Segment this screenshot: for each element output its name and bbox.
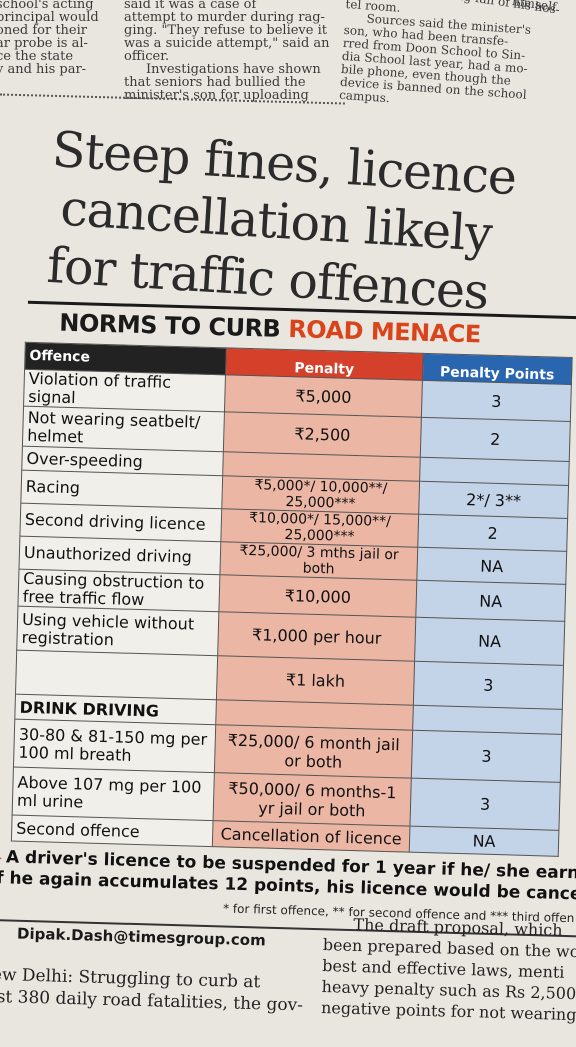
penalty-cell: ₹10,000*/ 15,000**/ 25,000*** [220, 508, 419, 548]
penalty-cell: ₹5,000 [224, 374, 423, 418]
penalty-table: Offence Penalty Penalty Points Violation… [11, 342, 573, 857]
text-line: said it was a case of [124, 0, 257, 12]
offence-cell [15, 650, 218, 700]
byline: Dipak.Dash@timesgroup.com [16, 924, 266, 950]
text-line: minister's son for uploading [124, 88, 309, 103]
norms-title-red: ROAD MENACE [287, 315, 482, 349]
offence-cell: Causing obstruction to free traffic flow [17, 569, 220, 612]
points-cell: 2 [420, 417, 571, 462]
points-cell: 3 [421, 380, 572, 422]
points-cell: 2*/ 3** [418, 481, 569, 519]
column-1: school's acting principal would oned for… [0, 0, 108, 76]
offence-cell: Not wearing seatbelt/ helmet [22, 406, 225, 452]
norms-title-black: NORMS TO CURB [58, 308, 281, 343]
offence-cell: Above 107 mg per 100 ml urine [12, 767, 215, 821]
offence-cell: Using vehicle without registration [16, 606, 219, 656]
points-cell: NA [409, 826, 559, 857]
offence-cell: Violation of traffic signal [23, 369, 226, 412]
text-line: ce the state [0, 49, 74, 64]
penalty-cell: ₹10,000 [218, 574, 417, 618]
penalty-cell: ₹25,000/ 3 mths jail or both [219, 541, 418, 581]
text-line: ging. "They refuse to believe it [124, 23, 327, 38]
previous-story-columns: school's acting principal would oned for… [0, 0, 576, 118]
story-body: Dipak.Dash@timesgroup.com ew Delhi: Stru… [0, 900, 576, 1047]
triangle-bullet-icon: ▶ [0, 847, 3, 867]
penalty-cell: ₹50,000/ 6 months-1 yr jail or both [213, 772, 412, 827]
penalty-cell: ₹5,000*/ 10,000**/ 25,000*** [221, 475, 420, 515]
story-column-2: The draft proposal, which been prepared … [321, 913, 576, 1025]
points-cell: 3 [409, 778, 561, 831]
column-3: tel room. Sources said the minister's so… [339, 0, 576, 118]
text-line: Investigations have shown [146, 62, 321, 77]
points-cell: NA [414, 617, 565, 666]
text-line: officer. [124, 49, 170, 64]
penalty-cell: ₹25,000/ 6 month jail or both [214, 724, 413, 779]
offence-cell: Racing [20, 470, 223, 509]
norms-table-block: NORMS TO CURB ROAD MENACE Offence Penalty… [0, 300, 576, 938]
offence-cell: 30-80 & 81-150 mg per 100 ml breath [13, 719, 216, 773]
points-cell: NA [415, 580, 566, 622]
text-line: principal would [0, 10, 99, 25]
offence-cell: Second driving licence [19, 503, 222, 542]
text-line: oned for their [0, 23, 87, 38]
offence-cell: Second offence [11, 815, 214, 847]
headline: Steep fines, licence cancellation likely… [27, 120, 576, 327]
penalty-cell: ₹1,000 per hour [217, 611, 416, 662]
penalty-cell: ₹2,500 [223, 411, 422, 458]
penalty-cell: Cancellation of licence [212, 820, 410, 853]
suspension-note: ▶ A driver's licence to be suspended for … [0, 847, 576, 907]
text-line: attempt to murder during rag- [124, 10, 325, 25]
header-points: Penalty Points [422, 353, 573, 385]
points-cell: 2 [417, 514, 568, 552]
text-line: that seniors had bullied the [124, 75, 306, 90]
text-line: y and his par- [0, 62, 87, 77]
text-line: ar probe is al- [0, 36, 88, 51]
text-line: school's acting [0, 0, 94, 12]
column-2: said it was a case of attempt to murder … [124, 0, 334, 102]
points-cell: NA [416, 547, 567, 585]
text-line: was a suicide attempt," said an [124, 36, 330, 51]
story-column-1: ew Delhi: Struggling to curb at ist 380 … [0, 964, 312, 1017]
points-cell: 3 [413, 661, 564, 710]
points-cell: 3 [411, 730, 562, 783]
penalty-cell: ₹1 lakh [216, 655, 415, 706]
